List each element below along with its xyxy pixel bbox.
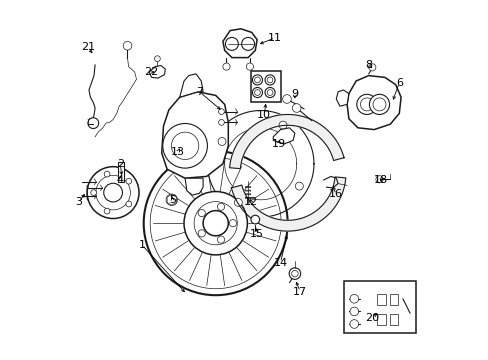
Circle shape [375, 176, 382, 183]
Text: 1: 1 [138, 240, 145, 250]
Circle shape [225, 37, 238, 50]
Circle shape [368, 94, 389, 114]
Circle shape [368, 64, 375, 71]
Circle shape [266, 77, 272, 83]
Text: 18: 18 [373, 175, 387, 185]
Circle shape [295, 182, 303, 190]
Circle shape [168, 196, 175, 203]
Circle shape [154, 56, 160, 62]
Circle shape [264, 87, 275, 98]
Text: 11: 11 [267, 33, 282, 43]
Circle shape [217, 203, 224, 210]
Circle shape [246, 63, 253, 70]
Text: 15: 15 [249, 229, 264, 239]
Circle shape [254, 90, 260, 95]
Polygon shape [87, 183, 127, 203]
Circle shape [252, 75, 262, 85]
Polygon shape [231, 177, 345, 231]
Bar [118, 162, 123, 182]
Text: 3: 3 [75, 197, 82, 207]
Circle shape [198, 210, 205, 217]
Circle shape [372, 98, 385, 111]
Circle shape [349, 320, 358, 328]
Circle shape [163, 123, 207, 168]
Bar [389, 294, 397, 305]
Polygon shape [273, 128, 294, 144]
Circle shape [87, 167, 139, 219]
Text: 13: 13 [170, 147, 184, 157]
Circle shape [229, 220, 236, 227]
Circle shape [266, 90, 272, 95]
Circle shape [171, 132, 199, 159]
Circle shape [126, 201, 131, 207]
Circle shape [288, 268, 300, 279]
Text: 7: 7 [196, 87, 203, 97]
Circle shape [241, 37, 254, 50]
Circle shape [252, 87, 262, 98]
Circle shape [349, 294, 358, 303]
Circle shape [218, 120, 224, 125]
Circle shape [223, 63, 230, 70]
Circle shape [234, 198, 242, 206]
Circle shape [143, 151, 287, 295]
Polygon shape [179, 74, 203, 97]
Bar [250, 71, 280, 102]
Text: 17: 17 [293, 287, 307, 297]
Circle shape [194, 202, 237, 245]
Text: 4: 4 [117, 175, 123, 185]
Text: 19: 19 [271, 139, 285, 149]
Polygon shape [229, 114, 344, 168]
Circle shape [91, 190, 96, 195]
Circle shape [96, 175, 130, 210]
Circle shape [282, 95, 291, 103]
Text: 9: 9 [291, 89, 298, 99]
Circle shape [264, 75, 275, 85]
Circle shape [123, 41, 132, 50]
Text: 14: 14 [273, 258, 287, 268]
Circle shape [104, 208, 110, 214]
Circle shape [183, 192, 247, 255]
Circle shape [356, 94, 376, 114]
Text: 6: 6 [395, 78, 402, 88]
Circle shape [150, 158, 281, 289]
Polygon shape [336, 90, 348, 106]
Circle shape [291, 270, 298, 277]
Circle shape [104, 171, 110, 177]
Polygon shape [185, 178, 203, 195]
Circle shape [217, 236, 224, 243]
Circle shape [360, 98, 373, 111]
Bar [343, 281, 415, 333]
Circle shape [279, 121, 286, 129]
Text: 8: 8 [365, 60, 371, 70]
Polygon shape [223, 29, 257, 58]
Text: 20: 20 [365, 312, 379, 323]
Text: 10: 10 [257, 110, 271, 120]
Circle shape [126, 178, 131, 184]
Circle shape [203, 211, 228, 236]
Circle shape [250, 215, 259, 224]
Circle shape [103, 183, 122, 202]
Bar [389, 314, 397, 325]
Circle shape [254, 77, 260, 83]
Text: 12: 12 [244, 197, 258, 207]
Circle shape [292, 104, 301, 112]
Circle shape [166, 194, 177, 206]
Circle shape [349, 307, 358, 316]
Text: 22: 22 [143, 67, 158, 77]
Polygon shape [149, 66, 165, 78]
Text: 5: 5 [169, 195, 176, 205]
Bar [376, 314, 385, 325]
Polygon shape [162, 92, 228, 178]
Circle shape [88, 118, 99, 129]
Circle shape [218, 109, 224, 114]
Text: 21: 21 [81, 42, 95, 52]
Circle shape [198, 230, 205, 237]
Circle shape [218, 138, 225, 145]
Polygon shape [346, 76, 400, 130]
Text: 2: 2 [117, 159, 123, 169]
Polygon shape [167, 194, 176, 205]
Text: 16: 16 [328, 189, 343, 199]
Bar [376, 294, 385, 305]
